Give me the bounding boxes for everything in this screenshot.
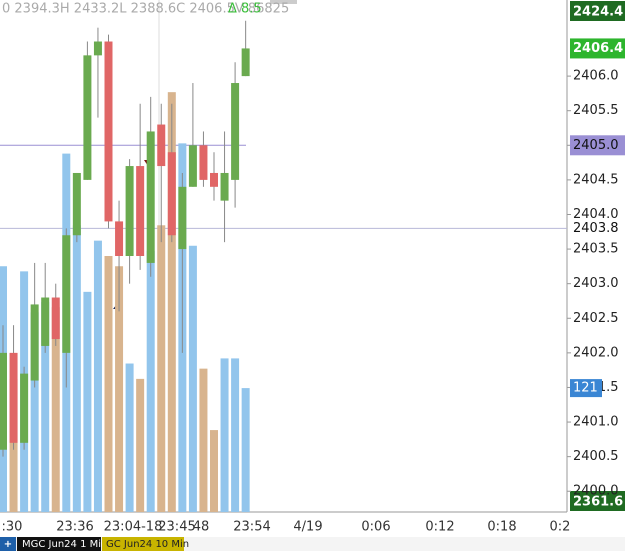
candle-body bbox=[72, 172, 81, 236]
tab-label[interactable]: MGC Jun24 1 Min bbox=[22, 539, 107, 550]
volume-bar bbox=[231, 358, 240, 512]
top-price-label: 2424.4 bbox=[573, 5, 623, 20]
candle-body bbox=[178, 186, 187, 250]
candle-body bbox=[62, 235, 71, 353]
y-tick-label: 2405.5 bbox=[573, 103, 619, 118]
y-tick-label: 2402.5 bbox=[573, 311, 619, 326]
level-label: 2405.0 bbox=[573, 138, 619, 153]
x-tick-label: 23:54 bbox=[233, 520, 270, 535]
last-price-box bbox=[570, 38, 625, 59]
volume-bar bbox=[30, 312, 39, 512]
candle-body bbox=[93, 41, 102, 56]
x-tick-label: 0:06 bbox=[361, 520, 390, 535]
x-tick-label: 23:04-18 bbox=[104, 520, 163, 535]
candle-body bbox=[30, 304, 39, 381]
y-tick-label: 2400.5 bbox=[573, 449, 619, 464]
y-tick-label: 2400.0 bbox=[573, 484, 619, 499]
scroll-handle[interactable] bbox=[270, 0, 297, 4]
bottom-price-box bbox=[570, 491, 625, 511]
add-tab-label[interactable]: + bbox=[4, 539, 12, 550]
volume-bar bbox=[41, 302, 50, 512]
volume-label: 121 bbox=[573, 381, 598, 396]
volume-bar bbox=[241, 388, 250, 512]
header-ohlc: 0 2394.3H 2433.2L 2388.6C 2406.5V 86825 bbox=[2, 2, 289, 17]
volume-bar bbox=[83, 291, 92, 512]
x-tick-label: 23:36 bbox=[56, 520, 93, 535]
candle-body bbox=[210, 172, 218, 187]
volume-bar bbox=[167, 92, 176, 512]
y-tick-label: 2404.5 bbox=[573, 172, 619, 187]
x-tick-label: 0:2 bbox=[550, 520, 571, 535]
candle-body bbox=[83, 55, 92, 180]
volume-bar bbox=[125, 363, 134, 512]
candle-body bbox=[188, 145, 197, 187]
volume-bar bbox=[199, 368, 208, 512]
tab-label[interactable]: GC Jun24 10 Min bbox=[106, 539, 189, 550]
y-tick-label: 2401.0 bbox=[573, 415, 619, 430]
candle-body bbox=[220, 172, 229, 201]
volume-bar bbox=[157, 225, 166, 512]
x-tick-label: 0:18 bbox=[487, 520, 516, 535]
candle-body bbox=[199, 145, 208, 180]
candle-body bbox=[146, 131, 155, 263]
candle-body bbox=[231, 83, 240, 180]
volume-bar bbox=[220, 358, 229, 512]
candle-body bbox=[104, 41, 113, 222]
volume-bar bbox=[146, 250, 155, 512]
x-tick-label: 23:45 bbox=[158, 520, 195, 535]
volume-box bbox=[570, 379, 602, 398]
volume-bar bbox=[136, 378, 145, 512]
candle-body bbox=[167, 152, 176, 236]
x-tick-label: 0:12 bbox=[425, 520, 454, 535]
level-box bbox=[570, 218, 625, 239]
x-tick-label: 48 bbox=[193, 520, 210, 535]
volume-bar bbox=[51, 307, 60, 512]
volume-bar bbox=[72, 225, 81, 512]
candle-body bbox=[157, 124, 166, 167]
volume-bar bbox=[210, 430, 218, 512]
y-tick-label: 2404.0 bbox=[573, 207, 619, 222]
volume-bar bbox=[188, 245, 197, 512]
x-tick-label: :30 bbox=[2, 520, 23, 535]
candle-body bbox=[241, 48, 250, 77]
tab[interactable] bbox=[17, 537, 101, 551]
level-label: 2403.8 bbox=[573, 221, 619, 236]
last-price-label: 2406.4 bbox=[573, 41, 623, 56]
candle-body bbox=[115, 221, 124, 256]
y-tick-label: 2406.0 bbox=[573, 69, 619, 84]
candle-body bbox=[41, 297, 50, 346]
candle-body bbox=[9, 352, 18, 443]
tab[interactable] bbox=[102, 537, 184, 551]
candle-body bbox=[51, 297, 60, 340]
y-tick-label: 2403.0 bbox=[573, 276, 619, 291]
level-box bbox=[570, 135, 625, 156]
y-tick-label: 2403.5 bbox=[573, 242, 619, 257]
top-price-box bbox=[570, 1, 625, 21]
x-tick-label: 4/19 bbox=[293, 520, 322, 535]
bottom-price-label: 2361.6 bbox=[573, 495, 623, 510]
add-tab[interactable] bbox=[0, 537, 16, 551]
volume-bar bbox=[104, 256, 113, 512]
header-change: Δ 8.5 bbox=[228, 2, 262, 17]
y-tick-label: 2402.0 bbox=[573, 345, 619, 360]
candle-body bbox=[125, 166, 134, 256]
candle-body bbox=[20, 373, 29, 443]
candle-body bbox=[136, 166, 145, 256]
candle-body bbox=[0, 352, 7, 450]
volume-bar bbox=[93, 240, 102, 512]
volume-bar bbox=[115, 266, 124, 512]
